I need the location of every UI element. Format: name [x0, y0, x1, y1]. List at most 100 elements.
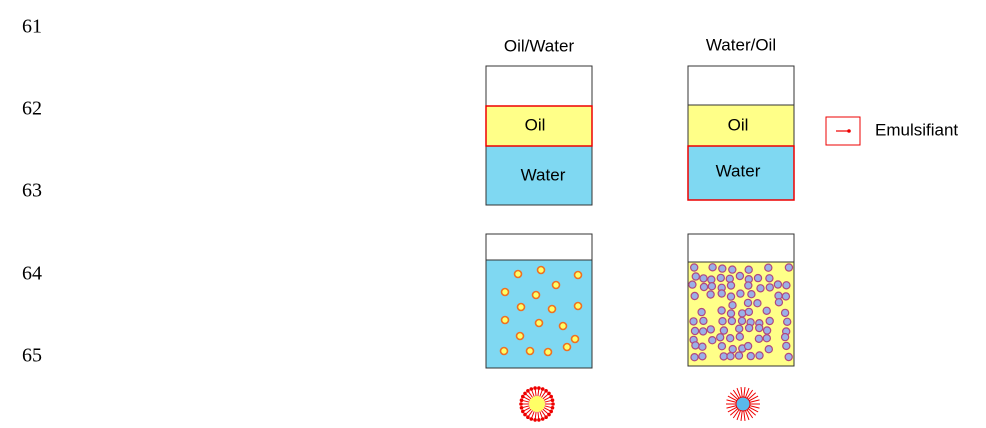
water-droplet [745, 308, 752, 315]
oil-droplet [501, 348, 508, 355]
micelle-core [529, 396, 545, 412]
oil-droplet [515, 271, 522, 278]
water-droplet [766, 275, 773, 282]
emulsifiant-head [521, 410, 525, 414]
emulsifiant-head [549, 395, 553, 399]
document: 61 62 63 64 65 Oil/Water Water/Oil Oil W… [0, 0, 986, 428]
page: 61 62 63 64 65 Oil/Water Water/Oil Oil W… [0, 0, 986, 428]
line-number: 61 [22, 16, 42, 38]
micelles [519, 386, 760, 421]
oil-droplet [536, 320, 543, 327]
water-droplet [699, 343, 706, 350]
water-droplet [718, 343, 725, 350]
water-droplet [727, 293, 734, 300]
water-droplet [720, 353, 727, 360]
oil-droplet [564, 344, 571, 351]
water-droplet [736, 272, 743, 279]
water-droplet [727, 310, 734, 317]
oil-droplet [575, 303, 582, 310]
oil-droplet [549, 306, 556, 313]
oil-droplet [553, 282, 560, 289]
water-droplet [700, 317, 707, 324]
water-droplet [717, 274, 724, 281]
water-droplet [785, 353, 792, 360]
water-droplet [692, 342, 699, 349]
water-droplet [727, 282, 734, 289]
water-droplet [735, 352, 742, 359]
water-droplet [726, 275, 733, 282]
legend-emulsifiant-head [847, 129, 851, 133]
water-droplet [775, 299, 782, 306]
water-droplet [765, 264, 772, 271]
water-droplet [782, 293, 789, 300]
water-droplet [782, 334, 789, 341]
water-droplet [736, 333, 743, 340]
oil-droplet [545, 349, 552, 356]
emulsifiant-head [549, 410, 553, 414]
water-droplet [700, 275, 707, 282]
water-droplet [785, 264, 792, 271]
water-droplet [745, 266, 752, 273]
oil-label: Oil [728, 115, 749, 134]
water-droplet [755, 335, 762, 342]
emulsifiant-head [537, 418, 541, 422]
emulsifiant-head [520, 398, 524, 402]
water-droplet [737, 290, 744, 297]
water-droplet [719, 318, 726, 325]
emulsifiant-head [544, 389, 548, 393]
water-droplet [747, 353, 754, 360]
emulsifiant-head [526, 415, 530, 419]
emulsifiant-head [533, 386, 537, 390]
oil-droplet [502, 289, 509, 296]
water-droplet [764, 327, 771, 334]
line-number: 63 [22, 180, 42, 202]
emulsifiant-head [551, 406, 555, 410]
column-title: Oil/Water [504, 36, 575, 55]
water-droplet [718, 290, 725, 297]
oil-droplet [560, 323, 567, 330]
water-droplet [765, 346, 772, 353]
water-droplet [729, 266, 736, 273]
oil-droplet [502, 317, 509, 324]
emulsifiant-head [530, 417, 534, 421]
water-droplet [698, 309, 705, 316]
beaker-empty [688, 234, 794, 262]
water-droplet [745, 343, 752, 350]
legend-label: Emulsifiant [875, 120, 958, 139]
water-droplet [783, 342, 790, 349]
water-droplet [729, 346, 736, 353]
oil-droplet [538, 267, 545, 274]
water-droplet [707, 326, 714, 333]
water-droplet [729, 302, 736, 309]
water-droplet [728, 317, 735, 324]
emulsifiant-head [541, 417, 545, 421]
emulsifiant-head [520, 406, 524, 410]
oil-droplet [533, 292, 540, 299]
water-droplet [746, 324, 753, 331]
emulsifiant-head [533, 418, 537, 422]
emulsifiant-head [523, 413, 527, 417]
water-droplet [763, 307, 770, 314]
oil-droplet [572, 336, 579, 343]
water-droplet [784, 318, 791, 325]
water-droplet [727, 335, 734, 342]
oil-droplet [527, 348, 534, 355]
water-droplet [720, 327, 727, 334]
water-label: Water [716, 161, 761, 180]
oil-droplet [575, 272, 582, 279]
water-droplet [745, 282, 752, 289]
water-droplet [748, 291, 755, 298]
water-droplet [756, 352, 763, 359]
emulsifiant-head [523, 392, 527, 396]
emulsifiant-head [526, 389, 530, 393]
water-droplet [717, 334, 724, 341]
line-number: 62 [22, 98, 42, 120]
water-droplet [691, 292, 698, 299]
line-number: 64 [22, 263, 42, 285]
water-droplet [739, 310, 746, 317]
water-droplet [783, 282, 790, 289]
water-droplet [691, 327, 698, 334]
water-droplet [700, 283, 707, 290]
water-droplet [708, 283, 715, 290]
water-droplet [707, 291, 714, 298]
